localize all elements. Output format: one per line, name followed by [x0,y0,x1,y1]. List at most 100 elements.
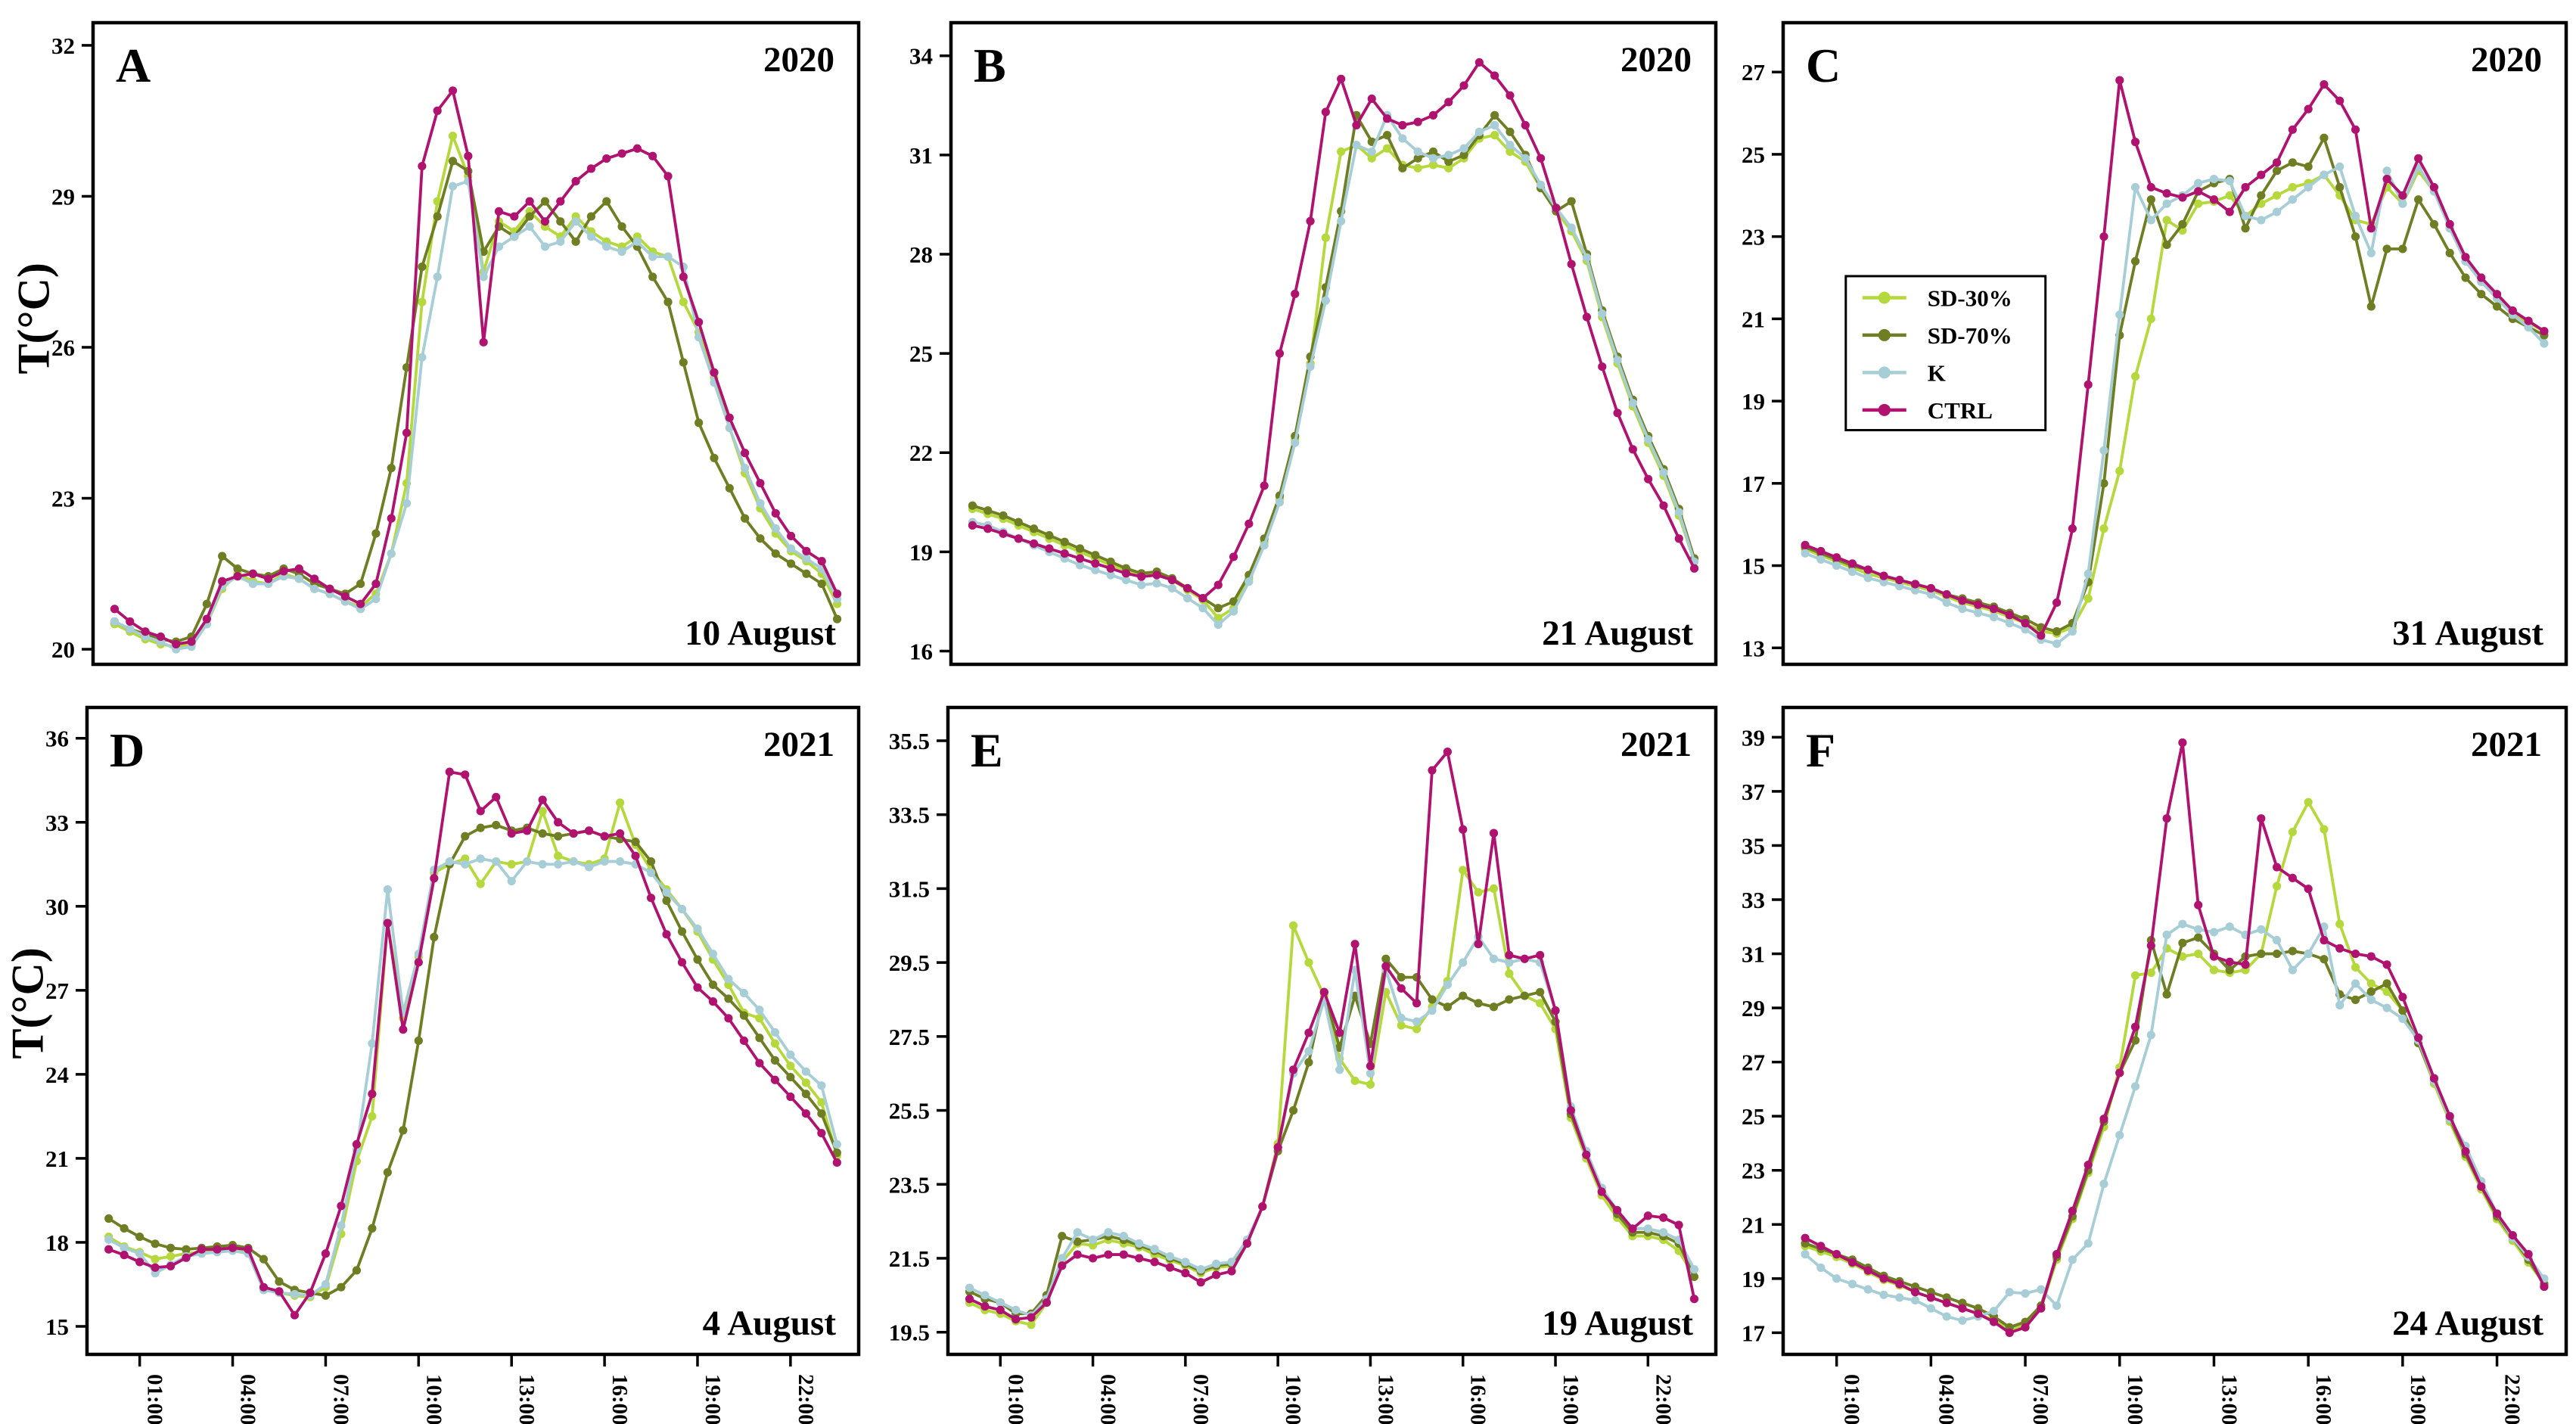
y-tick-label: 25 [909,340,933,367]
x-tick-label: 04:00 [1096,1374,1120,1424]
y-tick-label: 33 [1742,887,1765,913]
y-tick-label: 33 [45,810,69,836]
y-tick-label: 31 [1742,941,1765,968]
x-tick-label: 19:00 [1558,1374,1583,1424]
y-tick-label: 15 [1742,553,1765,580]
panel-F-chart: 39 37 35 33 31 29 27 25 23 21 19 17 01:00 04:00 07:00 1… [1742,705,2568,1424]
y-tick-label: 22 [909,440,933,466]
y-tick-label: 19 [1742,1266,1765,1292]
panel-letter: F [1806,723,1835,777]
y-tick-label: 18 [45,1230,69,1256]
panel-letter: E [971,723,1003,777]
panel-year: 2021 [763,725,834,764]
panel-letter: A [116,39,151,92]
y-tick-label: 23.5 [889,1171,930,1198]
panel-letter: D [110,723,144,777]
series-CTRL [110,86,842,648]
x-tick-label: 19:00 [2406,1374,2430,1424]
panel-date: 4 August [703,1304,837,1343]
x-tick-label: 04:00 [236,1374,260,1424]
panel-year: 2020 [763,40,834,79]
y-tick-label: 34 [909,43,933,70]
y-tick-label: 27 [1742,1049,1765,1076]
panel-C-chart: 27 25 23 21 19 17 15 13 C 2020 31 August SD-30% SD-7… [1742,20,2568,667]
legend-marker-CTRL [1878,403,1891,416]
y-tick-label: 29.5 [889,950,930,976]
x-tick-label: 13:00 [1373,1374,1397,1424]
y-tick-label: 23 [1742,224,1765,250]
legend-label-CTRL: CTRL [1928,397,1993,424]
x-tick-label: 07:00 [2028,1374,2052,1424]
x-tick-label: 07:00 [1189,1374,1213,1424]
y-tick-label: 16 [909,639,933,665]
series-CTRL [968,58,1699,603]
x-tick-label: 01:00 [1840,1374,1864,1424]
panel-year: 2021 [1620,725,1692,764]
series-CTRL [965,748,1699,1324]
y-tick-label: 39 [1742,724,1765,751]
y-tick-label: 36 [45,726,69,752]
legend-marker-K [1878,366,1891,379]
y-tick-label: 33.5 [889,802,930,829]
y-tick-label: 21 [1742,1211,1765,1238]
panel-date: 21 August [1542,614,1693,653]
legend-marker-SD-70% [1878,328,1891,341]
y-tick-label: 17 [1742,1320,1765,1346]
x-tick-label: 10:00 [2123,1374,2147,1424]
y-tick-label: 26 [51,334,75,361]
plot-frame [949,20,1718,667]
legend-box: SD-30% SD-70% K CTRL [1844,275,2047,431]
x-tick-label: 10:00 [1281,1374,1305,1424]
x-tick-label: 22:00 [794,1374,818,1424]
x-tick-label: 22:00 [2500,1374,2525,1424]
y-tick-label: 29 [1742,995,1765,1021]
series-CTRL [1801,738,2549,1337]
y-tick-label: 25 [1742,1103,1765,1130]
panel-year: 2021 [2471,725,2542,764]
y-tick-label: 19 [1742,388,1765,415]
y-tick-label: 23 [1742,1158,1765,1184]
y-tick-label: 29 [51,183,75,210]
x-tick-label: 22:00 [1651,1374,1675,1424]
panel-A-chart: 32 29 26 23 20 A 2020 10 August [51,20,861,667]
x-tick-label: 01:00 [1003,1374,1027,1424]
y-tick-label: 35 [1742,832,1765,859]
x-tick-label: 01:00 [143,1374,167,1424]
plot-frame [91,20,861,667]
panel-letter: B [974,39,1006,92]
y-tick-label: 17 [1742,471,1765,497]
panel-year: 2020 [1620,40,1692,79]
y-tick-label: 21 [45,1146,69,1172]
y-tick-label: 30 [45,894,69,920]
panel-letter: C [1806,39,1841,92]
legend-marker-SD-30% [1878,291,1891,304]
series-CTRL [1801,76,2549,640]
y-tick-label: 31 [909,142,933,169]
y-tick-label: 31.5 [889,875,930,902]
panel-date: 24 August [2392,1304,2543,1343]
x-tick-label: 16:00 [2311,1374,2335,1424]
panel-year: 2020 [2471,40,2542,79]
x-tick-label: 10:00 [421,1374,446,1424]
y-tick-label: 19.5 [889,1320,930,1346]
y-tick-label: 27 [45,978,69,1004]
y-tick-label: 25.5 [889,1098,930,1124]
y-tick-label: 27 [1742,59,1765,86]
y-tick-label: 24 [45,1062,69,1088]
x-tick-label: 16:00 [1466,1374,1490,1424]
y-tick-label: 35.5 [889,728,930,754]
panel-date: 31 August [2392,614,2543,653]
y-tick-label: 19 [909,539,933,565]
panel-E-chart: 35.5 33.5 31.5 29.5 27.5 25.5 23.5 21.5 19.5 01:0… [889,705,1718,1424]
panel-B-chart: 34 31 28 25 22 19 16 B 2020 21 August [909,20,1718,667]
y-tick-label: 23 [51,486,75,512]
y-tick-label: 20 [51,636,75,663]
legend-label-SD-30%: SD-30% [1928,284,2012,311]
x-tick-label: 13:00 [514,1374,539,1424]
x-tick-label: 07:00 [328,1374,353,1424]
panel-date: 10 August [685,614,836,653]
y-tick-label: 21.5 [889,1245,930,1272]
x-tick-label: 16:00 [607,1374,632,1424]
legend-label-K: K [1928,359,1946,386]
